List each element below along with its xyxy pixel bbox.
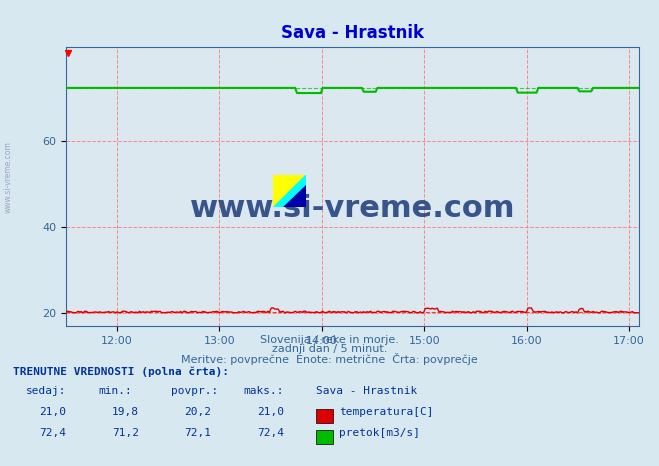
Polygon shape <box>273 175 306 207</box>
Text: zadnji dan / 5 minut.: zadnji dan / 5 minut. <box>272 344 387 354</box>
Bar <box>316 430 333 444</box>
Polygon shape <box>283 185 306 207</box>
Text: temperatura[C]: temperatura[C] <box>339 407 434 417</box>
Text: TRENUTNE VREDNOSTI (polna črta):: TRENUTNE VREDNOSTI (polna črta): <box>13 367 229 377</box>
Text: www.si-vreme.com: www.si-vreme.com <box>3 141 13 213</box>
Text: povpr.:: povpr.: <box>171 386 219 396</box>
Text: www.si-vreme.com: www.si-vreme.com <box>190 194 515 223</box>
Title: Sava - Hrastnik: Sava - Hrastnik <box>281 24 424 42</box>
Text: maks.:: maks.: <box>244 386 284 396</box>
Text: sedaj:: sedaj: <box>26 386 67 396</box>
Text: pretok[m3/s]: pretok[m3/s] <box>339 428 420 438</box>
Text: 72,1: 72,1 <box>185 428 212 438</box>
Bar <box>316 409 333 423</box>
Text: 71,2: 71,2 <box>112 428 139 438</box>
Text: Sava - Hrastnik: Sava - Hrastnik <box>316 386 418 396</box>
Text: min.:: min.: <box>99 386 132 396</box>
Text: 72,4: 72,4 <box>40 428 67 438</box>
Text: 21,0: 21,0 <box>40 407 67 417</box>
Text: 72,4: 72,4 <box>257 428 284 438</box>
Text: 21,0: 21,0 <box>257 407 284 417</box>
Text: Slovenija / reke in morje.: Slovenija / reke in morje. <box>260 335 399 344</box>
Text: 20,2: 20,2 <box>185 407 212 417</box>
Text: 19,8: 19,8 <box>112 407 139 417</box>
Polygon shape <box>273 175 306 207</box>
Text: Meritve: povprečne  Enote: metrične  Črta: povprečje: Meritve: povprečne Enote: metrične Črta:… <box>181 353 478 364</box>
